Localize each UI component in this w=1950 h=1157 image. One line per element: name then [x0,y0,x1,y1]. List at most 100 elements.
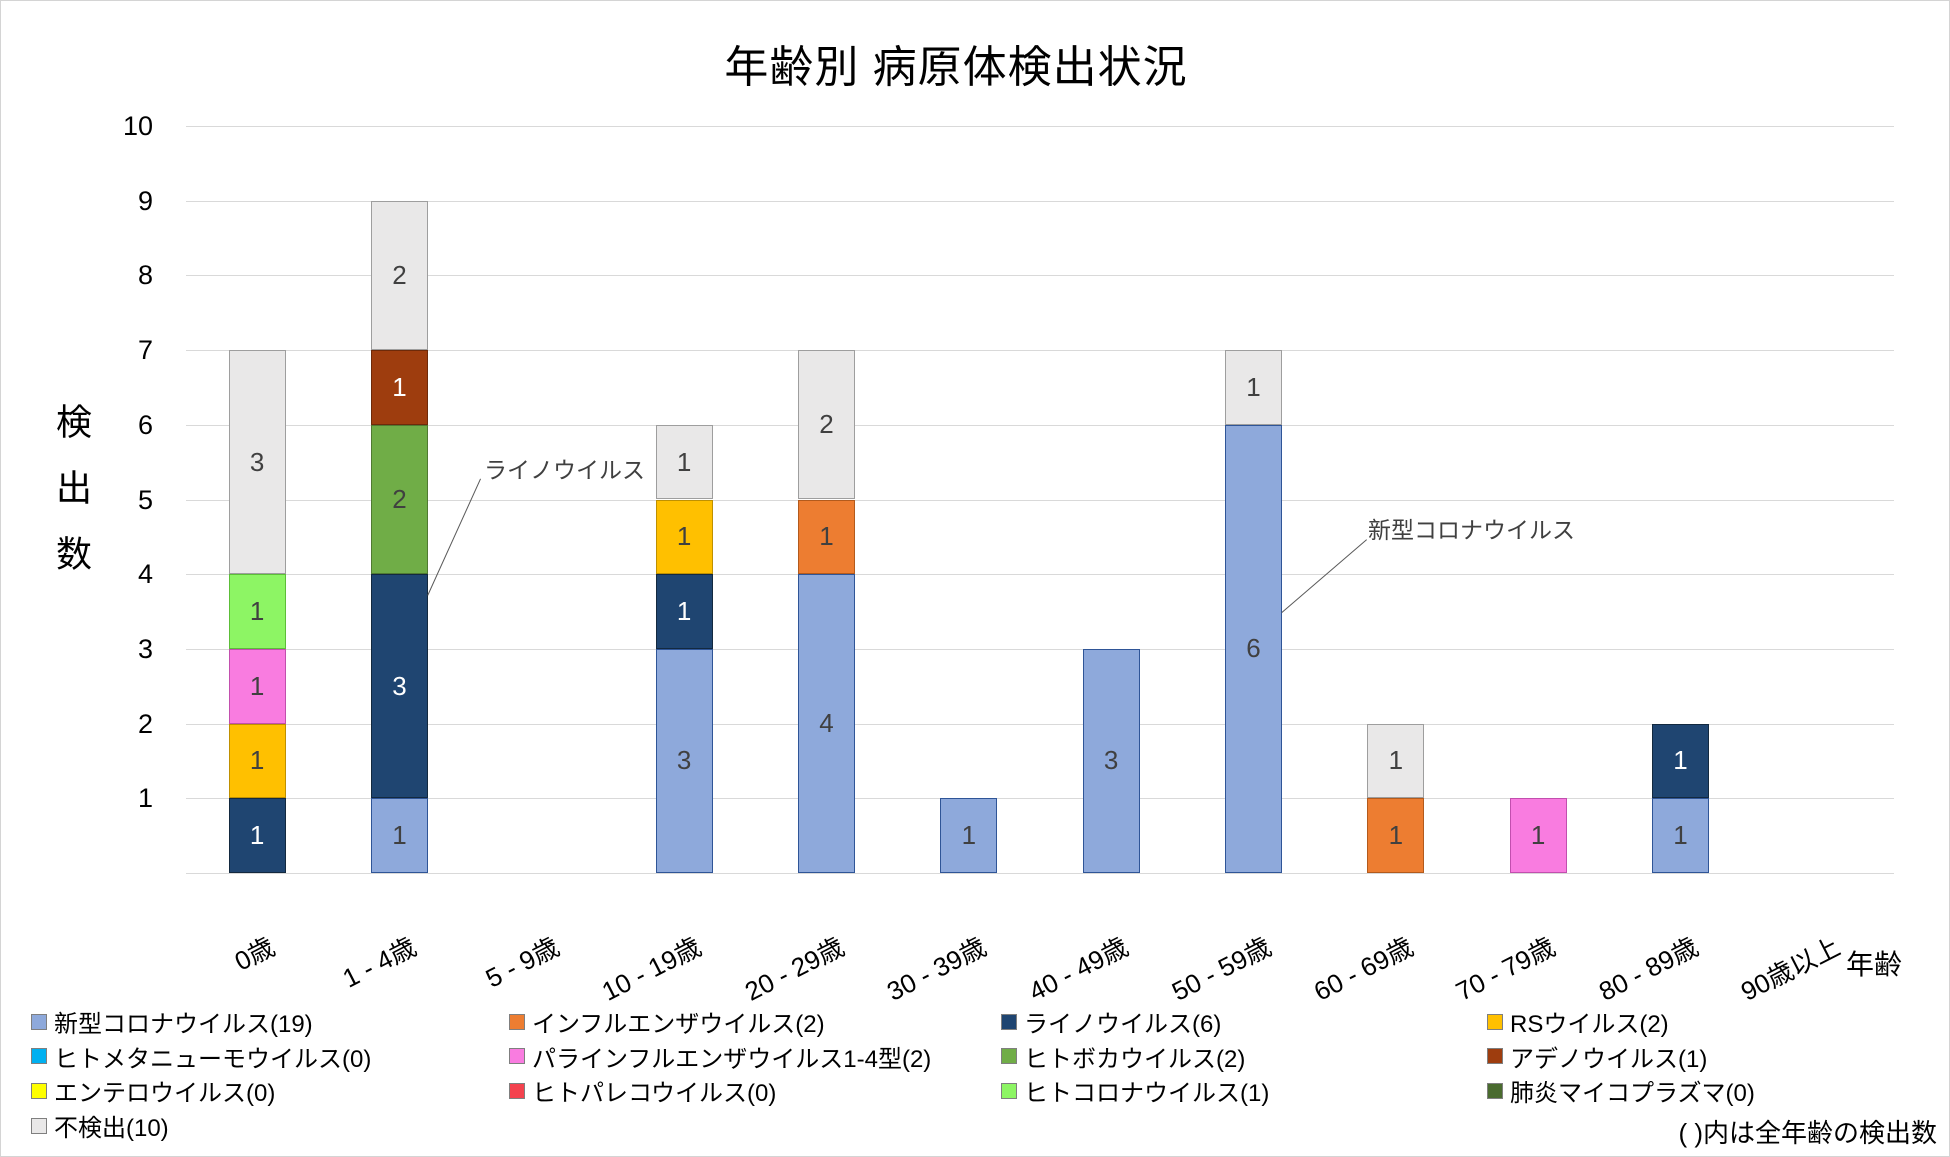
legend-item: RSウイルス(2) [1487,1004,1669,1039]
bar-segment-label: 2 [392,483,407,514]
y-tick-label: 5 [137,484,153,515]
legend-swatch [509,1013,525,1030]
bar-segment-label: 1 [249,745,265,776]
annotation-line [1281,539,1367,613]
bar-segment-label: 1 [1388,745,1404,776]
annotation-line [427,478,481,596]
bar-segment: 1 [1651,723,1709,799]
legend-swatch [1001,1082,1017,1099]
y-axis-title: 検出数 [51,403,92,601]
gridline [186,200,1894,202]
bar-segment: 1 [228,798,286,873]
bar-segment-label: 1 [392,820,407,851]
y-tick-label: 2 [137,708,153,739]
bar-segment-label: 1 [249,820,265,851]
legend-item: インフルエンザウイルス(2) [509,1004,825,1039]
gridline [186,424,1894,426]
annotation-covid: 新型コロナウイルス [1368,517,1575,543]
x-tick-label: 80 - 89歳 [1593,931,1703,1007]
legend-label: エンテロウイルス(0) [54,1080,276,1108]
gridline [186,350,1894,352]
legend-label: 肺炎マイコプラズマ(0) [1510,1080,1755,1108]
legend-swatch [1487,1013,1503,1030]
x-tick-label: 90歳以上 [1735,931,1845,1007]
footnote: ( )内は全年齢の検出数 [1678,1118,1937,1148]
x-tick-label: 5 - 9歳 [480,931,564,994]
legend-item: エンテロウイルス(0) [31,1073,275,1108]
gridline [186,574,1894,576]
legend-item: ヒトメタニューモウイルス(0) [31,1039,371,1074]
bar-segment: 1 [1651,798,1709,873]
gridline [186,723,1894,725]
bar-segment: 3 [1082,648,1140,873]
legend-swatch [1487,1082,1503,1099]
legend-label: ヒトコロナウイルス(1) [1024,1080,1270,1108]
legend-item: ライノウイルス(6) [1001,1004,1221,1039]
legend-swatch [1487,1048,1503,1065]
x-tick-label: 30 - 39歳 [881,931,991,1007]
bar-segment-label: 1 [1246,371,1261,402]
bar-segment: 4 [797,574,855,873]
legend-label: インフルエンザウイルス(2) [532,1011,825,1038]
gridline [186,126,1894,127]
gridline [186,648,1894,650]
bar-segment: 3 [370,574,428,799]
y-tick-label: 9 [137,185,153,216]
bar-segment: 1 [370,798,428,873]
bar-segment-label: 2 [819,409,834,440]
bar-segment: 1 [1509,798,1567,873]
x-tick-label: 1 - 4歳 [338,931,422,994]
bar-segment: 1 [228,648,286,724]
bar-segment-label: 4 [819,708,834,739]
bar-segment: 1 [655,574,713,649]
x-tick-label: 60 - 69歳 [1308,931,1418,1007]
bar-segment-label: 6 [1246,633,1261,664]
bar-segment: 1 [797,499,855,575]
legend-item: 新型コロナウイルス(19) [31,1004,313,1039]
bar-segment: 2 [797,350,855,500]
legend-item: アデノウイルス(1) [1487,1039,1707,1074]
legend-label: RSウイルス(2) [1510,1011,1669,1038]
bar-segment-label: 1 [819,521,834,552]
legend-swatch [509,1082,525,1099]
legend-label: ヒトボカウイルス(2) [1024,1045,1246,1073]
bar-segment-label: 1 [1673,820,1688,851]
bar-segment-label: 1 [676,521,692,552]
bar-segment-label: 2 [392,259,407,290]
bar-segment-label: 1 [1673,745,1688,776]
y-tick-label: 3 [137,633,153,664]
bar-segment: 2 [370,200,428,351]
bar-segment-label: 1 [392,371,407,402]
bar-segment-label: 1 [961,820,977,851]
annotation-rhinovirus: ライノウイルス [484,457,645,483]
x-tick-label: 50 - 59歳 [1166,931,1276,1007]
legend-swatch [31,1013,47,1030]
gridline [186,798,1894,800]
bar-segment: 2 [370,424,428,575]
y-tick-label: 10 [122,111,153,141]
legend-item: 不検出(10) [31,1108,169,1143]
bar-segment: 1 [1367,723,1425,799]
legend-item: 肺炎マイコプラズマ(0) [1487,1073,1755,1108]
gridline [186,275,1894,277]
legend-label: 不検出(10) [54,1115,169,1143]
legend-label: ヒトメタニューモウイルス(0) [54,1045,372,1073]
legend-label: 新型コロナウイルス(19) [54,1011,313,1038]
legend-swatch [509,1048,525,1065]
bar-segment-label: 1 [676,446,692,477]
bar-segment: 1 [940,798,998,873]
bar-segment-label: 3 [249,446,265,477]
bar-segment: 3 [228,350,286,575]
bar-segment: 1 [370,350,428,425]
x-tick-label: 70 - 79歳 [1451,931,1561,1007]
x-tick-label: 10 - 19歳 [597,931,707,1007]
x-tick-label: 40 - 49歳 [1024,931,1134,1007]
bar-segment: 3 [655,648,713,873]
legend-swatch [31,1082,47,1099]
y-tick-label: 7 [137,335,153,366]
bar-segment: 1 [1224,350,1282,425]
bar-segment: 1 [655,424,713,500]
y-tick-label: 6 [137,409,153,440]
legend-item: ヒトボカウイルス(2) [1001,1039,1245,1074]
